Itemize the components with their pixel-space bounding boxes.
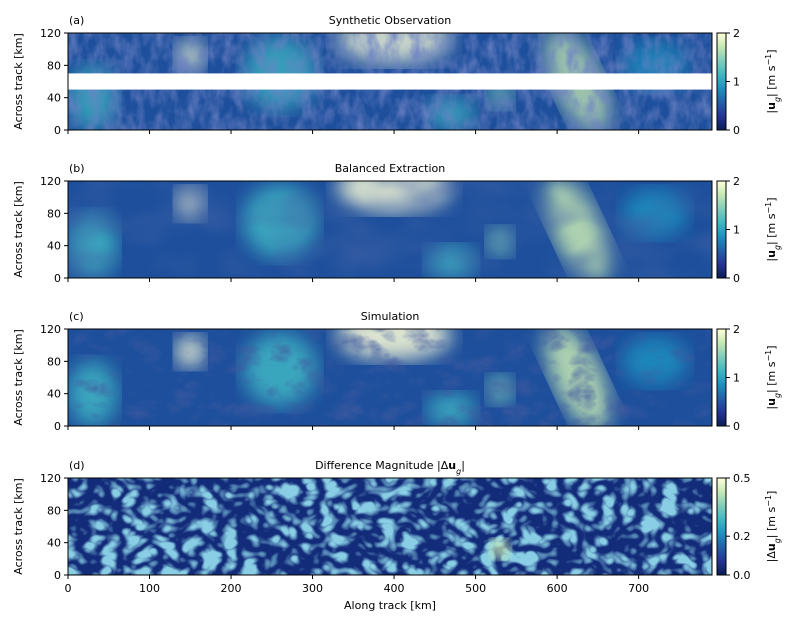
panel-title: Difference Magnitude |Δug| bbox=[315, 459, 465, 476]
axes-frame bbox=[67, 477, 713, 576]
colorbar-tick-label: 2 bbox=[733, 323, 740, 336]
y-tick-label: 120 bbox=[40, 472, 61, 485]
colorbar-label: |Δug| [m s−1] bbox=[764, 491, 782, 563]
y-tick-label: 40 bbox=[47, 240, 61, 253]
y-tick-label: 80 bbox=[47, 355, 61, 368]
colorbar-tick-label: 0 bbox=[733, 272, 740, 285]
y-tick-label: 80 bbox=[47, 59, 61, 72]
panel-label: (b) bbox=[69, 162, 85, 175]
axes-frame bbox=[67, 32, 713, 131]
panel-title: Balanced Extraction bbox=[335, 162, 446, 175]
heatmap-texture bbox=[68, 329, 712, 426]
y-axis-label: Across track [km] bbox=[12, 329, 25, 426]
colorbar-tick-label: 1 bbox=[733, 76, 740, 89]
y-axis-label: Across track [km] bbox=[12, 478, 25, 575]
y-tick-label: 120 bbox=[40, 175, 61, 188]
heatmap-field bbox=[68, 33, 712, 130]
heatmap-feature bbox=[490, 539, 511, 560]
x-tick-label: 600 bbox=[547, 582, 568, 595]
colorbar-tick-label: 1 bbox=[733, 372, 740, 385]
colorbar-label: |ug| [m s−1] bbox=[764, 49, 782, 113]
colorbar bbox=[716, 477, 727, 576]
heatmap-field bbox=[68, 181, 712, 278]
colorbar-tick-label: 0.2 bbox=[733, 530, 751, 543]
y-tick-label: 80 bbox=[47, 207, 61, 220]
panel-label: (d) bbox=[69, 459, 85, 472]
y-axis-label: Across track [km] bbox=[12, 181, 25, 278]
colorbar-tick-label: 1 bbox=[733, 224, 740, 237]
panel-title: Synthetic Observation bbox=[329, 14, 451, 27]
axes-frame bbox=[67, 180, 713, 279]
panel-d: (d) Difference Magnitude |Δug| 0 40 80 120 Acr… bbox=[12, 459, 782, 612]
colorbar bbox=[716, 328, 727, 427]
y-tick-label: 120 bbox=[40, 323, 61, 336]
y-tick-label: 0 bbox=[54, 272, 61, 285]
x-axis-label: Along track [km] bbox=[344, 599, 436, 612]
y-tick-label: 0 bbox=[54, 569, 61, 582]
heatmap-field bbox=[68, 329, 712, 426]
nadir-gap bbox=[68, 73, 712, 90]
x-tick-label: 100 bbox=[139, 582, 160, 595]
x-tick-label: 200 bbox=[221, 582, 242, 595]
y-tick-label: 40 bbox=[47, 537, 61, 550]
y-axis-label: Across track [km] bbox=[12, 33, 25, 130]
y-tick-label: 0 bbox=[54, 124, 61, 137]
x-tick-label: 500 bbox=[465, 582, 486, 595]
colorbar-tick-label: 0.5 bbox=[733, 472, 751, 485]
x-tick-label: 700 bbox=[628, 582, 649, 595]
panel-c: (c) Simulation 0 40 80 120 Across track [km] 0 1… bbox=[12, 310, 782, 433]
panel-title: Simulation bbox=[361, 310, 420, 323]
x-tick-label: 400 bbox=[384, 582, 405, 595]
colorbar bbox=[716, 32, 727, 131]
axes-frame bbox=[67, 328, 713, 427]
y-tick-label: 80 bbox=[47, 504, 61, 517]
y-tick-label: 40 bbox=[47, 388, 61, 401]
colorbar-label: |ug| [m s−1] bbox=[764, 197, 782, 261]
heatmap-field bbox=[68, 478, 712, 575]
colorbar-tick-label: 2 bbox=[733, 27, 740, 40]
colorbar-tick-label: 0.0 bbox=[733, 569, 751, 582]
y-tick-label: 40 bbox=[47, 92, 61, 105]
colorbar-label: |ug| [m s−1] bbox=[764, 345, 782, 409]
x-tick-label: 0 bbox=[65, 582, 72, 595]
colorbar-tick-label: 0 bbox=[733, 420, 740, 433]
heatmap-texture bbox=[68, 478, 712, 575]
y-tick-label: 120 bbox=[40, 27, 61, 40]
panel-label: (c) bbox=[69, 310, 84, 323]
heatmap-texture bbox=[68, 181, 712, 278]
y-tick-label: 0 bbox=[54, 420, 61, 433]
colorbar bbox=[716, 180, 727, 279]
x-tick-label: 300 bbox=[302, 582, 323, 595]
panel-label: (a) bbox=[69, 14, 84, 27]
colorbar-tick-label: 2 bbox=[733, 175, 740, 188]
colorbar-tick-label: 0 bbox=[733, 124, 740, 137]
